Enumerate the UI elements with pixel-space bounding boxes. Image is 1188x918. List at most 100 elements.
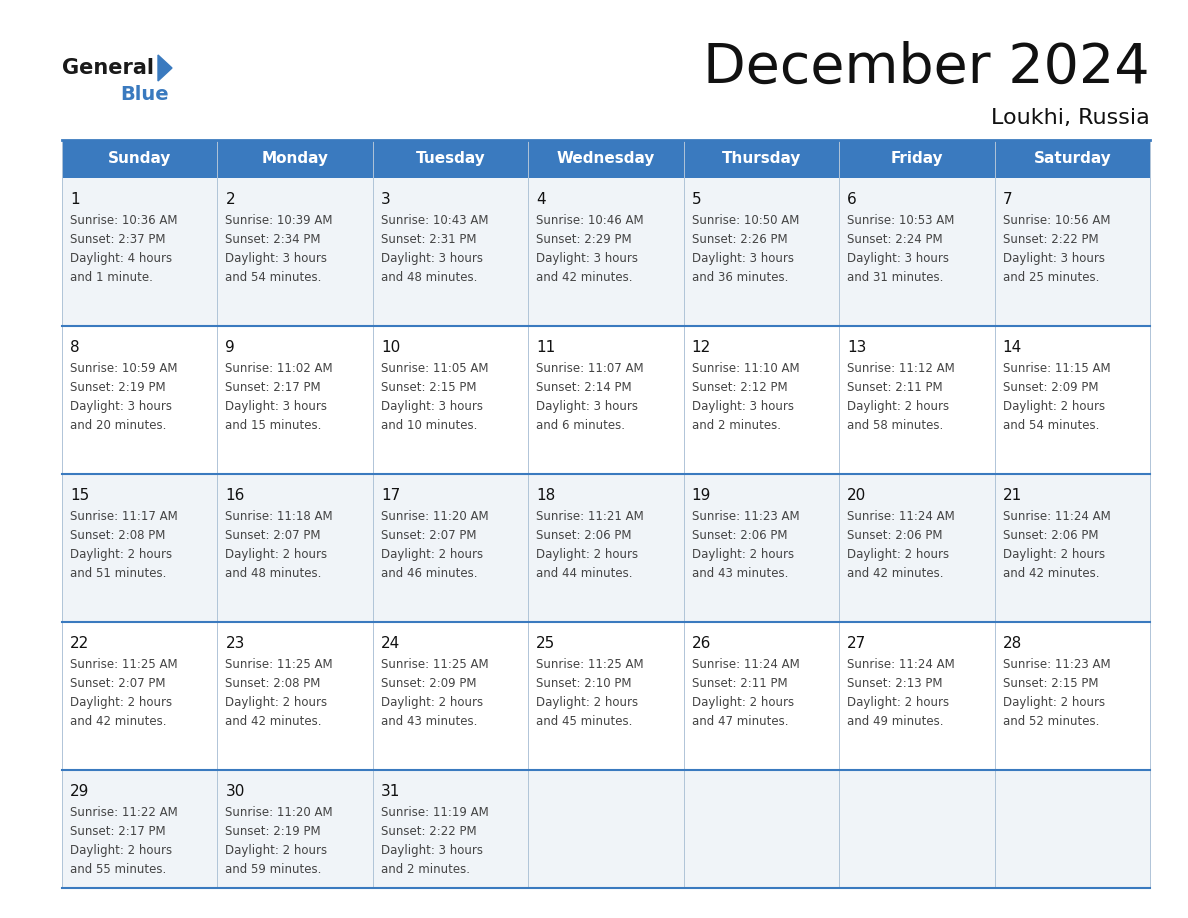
Text: 6: 6 (847, 192, 857, 207)
Text: 7: 7 (1003, 192, 1012, 207)
Text: Daylight: 2 hours: Daylight: 2 hours (226, 696, 328, 709)
Text: 1: 1 (70, 192, 80, 207)
Text: Sunrise: 11:25 AM: Sunrise: 11:25 AM (536, 658, 644, 671)
Text: 5: 5 (691, 192, 701, 207)
Text: Daylight: 3 hours: Daylight: 3 hours (381, 844, 482, 857)
Text: and 54 minutes.: and 54 minutes. (226, 271, 322, 284)
Text: Sunset: 2:06 PM: Sunset: 2:06 PM (691, 529, 788, 542)
Text: 27: 27 (847, 636, 866, 651)
Text: Sunset: 2:31 PM: Sunset: 2:31 PM (381, 233, 476, 246)
Text: Sunrise: 11:24 AM: Sunrise: 11:24 AM (1003, 510, 1111, 523)
Text: Sunset: 2:24 PM: Sunset: 2:24 PM (847, 233, 943, 246)
Text: and 1 minute.: and 1 minute. (70, 271, 153, 284)
Text: 18: 18 (536, 488, 556, 503)
Text: Sunset: 2:17 PM: Sunset: 2:17 PM (70, 825, 165, 838)
Text: Sunset: 2:07 PM: Sunset: 2:07 PM (70, 677, 165, 690)
Bar (62, 140, 1150, 178)
Text: 21: 21 (1003, 488, 1022, 503)
Text: and 6 minutes.: and 6 minutes. (536, 419, 625, 432)
Text: Daylight: 2 hours: Daylight: 2 hours (1003, 548, 1105, 561)
Text: and 48 minutes.: and 48 minutes. (381, 271, 478, 284)
Text: 26: 26 (691, 636, 712, 651)
Text: Sunrise: 11:17 AM: Sunrise: 11:17 AM (70, 510, 178, 523)
Text: 13: 13 (847, 340, 866, 355)
Text: 24: 24 (381, 636, 400, 651)
Text: Sunrise: 11:21 AM: Sunrise: 11:21 AM (536, 510, 644, 523)
Text: Daylight: 2 hours: Daylight: 2 hours (70, 844, 172, 857)
Text: Daylight: 2 hours: Daylight: 2 hours (847, 696, 949, 709)
Text: Sunrise: 11:05 AM: Sunrise: 11:05 AM (381, 362, 488, 375)
Text: Sunrise: 10:43 AM: Sunrise: 10:43 AM (381, 214, 488, 227)
Text: Sunrise: 10:59 AM: Sunrise: 10:59 AM (70, 362, 177, 375)
Text: and 36 minutes.: and 36 minutes. (691, 271, 788, 284)
Text: and 44 minutes.: and 44 minutes. (536, 567, 633, 580)
Text: Sunrise: 11:15 AM: Sunrise: 11:15 AM (1003, 362, 1111, 375)
Text: Daylight: 2 hours: Daylight: 2 hours (536, 696, 638, 709)
Text: Sunrise: 11:23 AM: Sunrise: 11:23 AM (691, 510, 800, 523)
Text: 25: 25 (536, 636, 556, 651)
Text: Daylight: 3 hours: Daylight: 3 hours (847, 252, 949, 265)
Text: Daylight: 2 hours: Daylight: 2 hours (381, 696, 484, 709)
Text: 15: 15 (70, 488, 89, 503)
Text: Wednesday: Wednesday (557, 151, 656, 166)
Text: and 20 minutes.: and 20 minutes. (70, 419, 166, 432)
Text: Sunset: 2:22 PM: Sunset: 2:22 PM (1003, 233, 1098, 246)
Text: Sunrise: 10:36 AM: Sunrise: 10:36 AM (70, 214, 177, 227)
Text: and 48 minutes.: and 48 minutes. (226, 567, 322, 580)
Text: Daylight: 2 hours: Daylight: 2 hours (536, 548, 638, 561)
Text: 4: 4 (536, 192, 546, 207)
Text: Daylight: 3 hours: Daylight: 3 hours (691, 252, 794, 265)
Text: and 31 minutes.: and 31 minutes. (847, 271, 943, 284)
Text: Daylight: 3 hours: Daylight: 3 hours (226, 400, 328, 413)
Text: Daylight: 3 hours: Daylight: 3 hours (691, 400, 794, 413)
Text: 3: 3 (381, 192, 391, 207)
Text: Sunrise: 11:24 AM: Sunrise: 11:24 AM (691, 658, 800, 671)
Text: and 42 minutes.: and 42 minutes. (1003, 567, 1099, 580)
Text: Sunrise: 11:22 AM: Sunrise: 11:22 AM (70, 806, 178, 819)
Text: Sunrise: 11:23 AM: Sunrise: 11:23 AM (1003, 658, 1111, 671)
Text: Sunrise: 11:25 AM: Sunrise: 11:25 AM (226, 658, 333, 671)
Text: Sunset: 2:09 PM: Sunset: 2:09 PM (1003, 381, 1098, 394)
Text: Sunset: 2:06 PM: Sunset: 2:06 PM (536, 529, 632, 542)
Text: and 58 minutes.: and 58 minutes. (847, 419, 943, 432)
Text: Sunset: 2:06 PM: Sunset: 2:06 PM (1003, 529, 1098, 542)
Polygon shape (158, 55, 172, 81)
Text: Sunrise: 10:53 AM: Sunrise: 10:53 AM (847, 214, 954, 227)
Text: Daylight: 2 hours: Daylight: 2 hours (70, 696, 172, 709)
Text: and 10 minutes.: and 10 minutes. (381, 419, 478, 432)
Text: Sunset: 2:06 PM: Sunset: 2:06 PM (847, 529, 942, 542)
Text: and 55 minutes.: and 55 minutes. (70, 863, 166, 876)
Text: 2: 2 (226, 192, 235, 207)
Text: Sunrise: 11:07 AM: Sunrise: 11:07 AM (536, 362, 644, 375)
Text: Thursday: Thursday (722, 151, 801, 166)
Text: and 52 minutes.: and 52 minutes. (1003, 715, 1099, 728)
Text: 17: 17 (381, 488, 400, 503)
Text: and 2 minutes.: and 2 minutes. (381, 863, 470, 876)
Text: Saturday: Saturday (1034, 151, 1111, 166)
Text: Sunrise: 10:56 AM: Sunrise: 10:56 AM (1003, 214, 1110, 227)
Text: and 15 minutes.: and 15 minutes. (226, 419, 322, 432)
Text: Sunrise: 11:19 AM: Sunrise: 11:19 AM (381, 806, 488, 819)
Bar (62, 622, 1150, 770)
Text: and 2 minutes.: and 2 minutes. (691, 419, 781, 432)
Text: Sunset: 2:19 PM: Sunset: 2:19 PM (70, 381, 165, 394)
Text: Sunset: 2:22 PM: Sunset: 2:22 PM (381, 825, 476, 838)
Text: Sunrise: 11:25 AM: Sunrise: 11:25 AM (381, 658, 488, 671)
Text: Sunset: 2:11 PM: Sunset: 2:11 PM (691, 677, 788, 690)
Text: Daylight: 4 hours: Daylight: 4 hours (70, 252, 172, 265)
Text: Sunset: 2:37 PM: Sunset: 2:37 PM (70, 233, 165, 246)
Text: 30: 30 (226, 784, 245, 799)
Text: Blue: Blue (120, 85, 169, 105)
Bar (62, 474, 1150, 622)
Text: Daylight: 2 hours: Daylight: 2 hours (226, 548, 328, 561)
Text: Sunset: 2:12 PM: Sunset: 2:12 PM (691, 381, 788, 394)
Text: Sunset: 2:08 PM: Sunset: 2:08 PM (226, 677, 321, 690)
Text: Sunset: 2:17 PM: Sunset: 2:17 PM (226, 381, 321, 394)
Text: and 43 minutes.: and 43 minutes. (381, 715, 478, 728)
Text: Sunrise: 11:12 AM: Sunrise: 11:12 AM (847, 362, 955, 375)
Text: Daylight: 3 hours: Daylight: 3 hours (1003, 252, 1105, 265)
Text: Sunrise: 11:24 AM: Sunrise: 11:24 AM (847, 658, 955, 671)
Bar (62, 326, 1150, 474)
Text: and 43 minutes.: and 43 minutes. (691, 567, 788, 580)
Bar (62, 178, 1150, 326)
